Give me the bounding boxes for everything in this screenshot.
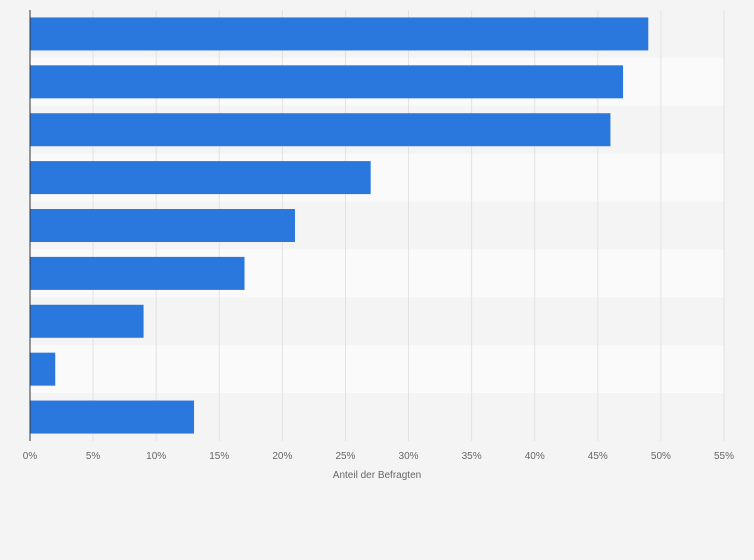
- bar: [30, 65, 624, 99]
- x-tick-label: 15%: [209, 451, 229, 462]
- bar: [30, 256, 245, 290]
- x-tick-label: 50%: [651, 451, 671, 462]
- bar: [30, 400, 195, 434]
- bar: [30, 17, 649, 51]
- bar: [30, 304, 144, 338]
- bar: [30, 352, 56, 386]
- x-tick-label: 35%: [462, 451, 482, 462]
- bar: [30, 113, 611, 147]
- x-axis-ticks: 0% 5% 10% 15% 20% 25% 30% 35% 40% 45% 50% 55%: [23, 451, 734, 462]
- x-tick-label: 40%: [525, 451, 545, 462]
- x-tick-label: 55%: [714, 451, 734, 462]
- x-tick-label: 5%: [86, 451, 101, 462]
- x-tick-label: 30%: [399, 451, 419, 462]
- x-tick-label: 25%: [335, 451, 355, 462]
- row-band: [30, 345, 724, 394]
- x-axis-title: Anteil der Befragten: [333, 470, 421, 481]
- bar: [30, 209, 295, 242]
- x-tick-label: 0%: [23, 451, 38, 462]
- row-band: [30, 297, 724, 346]
- x-tick-label: 10%: [146, 451, 166, 462]
- bars: [30, 17, 649, 434]
- bar: [30, 161, 371, 195]
- x-tick-label: 45%: [588, 451, 608, 462]
- x-tick-label: 20%: [272, 451, 292, 462]
